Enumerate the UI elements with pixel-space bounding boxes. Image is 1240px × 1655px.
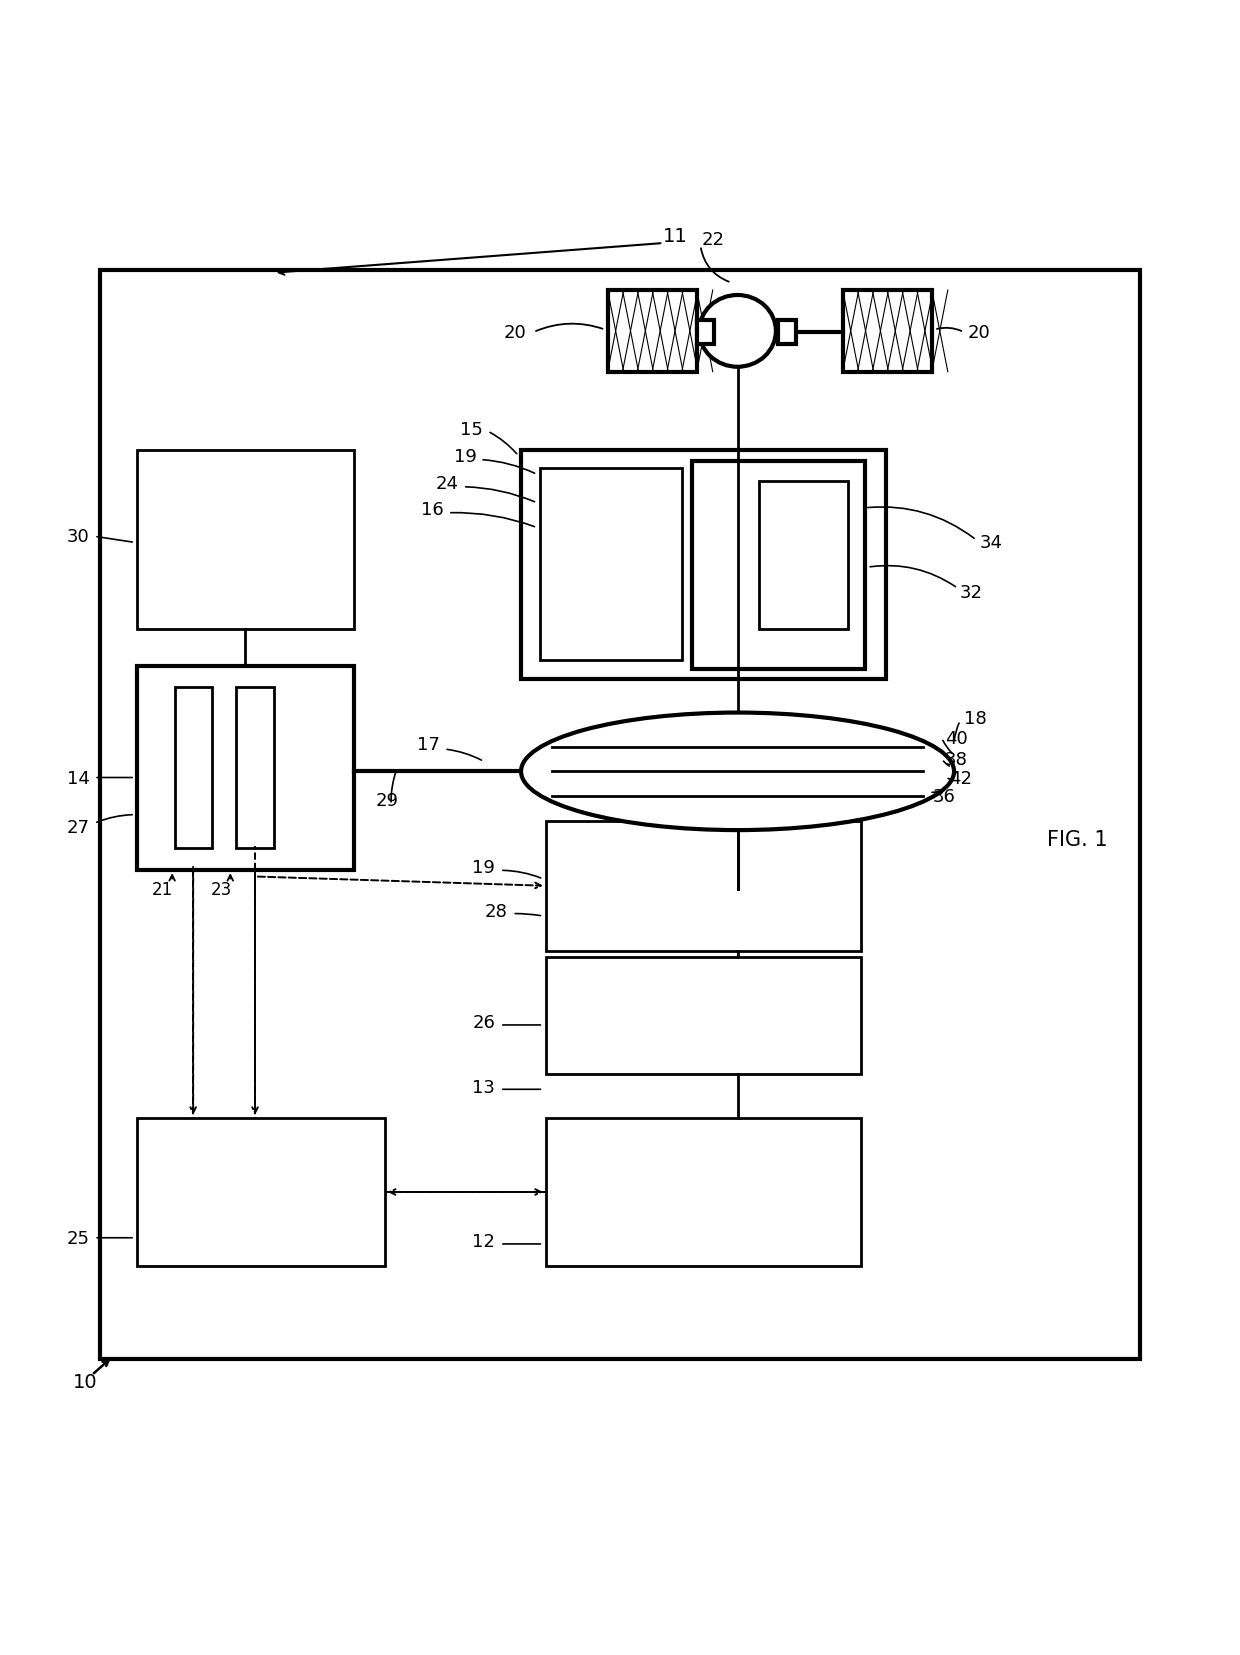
Text: 16: 16 — [420, 501, 444, 518]
Bar — [759, 482, 848, 629]
Text: 14: 14 — [67, 770, 89, 788]
Bar — [521, 450, 887, 679]
Text: 25: 25 — [67, 1230, 89, 1246]
Text: 12: 12 — [472, 1233, 495, 1251]
Text: 23: 23 — [211, 880, 232, 899]
Bar — [692, 462, 866, 669]
Bar — [138, 667, 353, 871]
Text: 42: 42 — [949, 770, 972, 788]
Bar — [843, 291, 931, 372]
Ellipse shape — [521, 713, 954, 831]
Bar — [697, 321, 714, 346]
Text: 15: 15 — [460, 420, 482, 439]
Bar — [138, 1119, 384, 1266]
Text: FIG. 1: FIG. 1 — [1048, 829, 1109, 851]
Text: 19: 19 — [454, 447, 477, 465]
Text: 13: 13 — [472, 1077, 495, 1096]
Text: 19: 19 — [472, 857, 495, 875]
Text: 26: 26 — [472, 1015, 495, 1031]
Text: 22: 22 — [702, 232, 724, 250]
Text: 36: 36 — [932, 788, 956, 806]
Text: 18: 18 — [963, 710, 987, 728]
Bar — [175, 688, 212, 849]
Text: 34: 34 — [980, 535, 1003, 553]
Text: 20: 20 — [967, 324, 991, 343]
Text: 17: 17 — [417, 736, 440, 753]
Text: 21: 21 — [151, 880, 172, 899]
Bar — [546, 821, 862, 952]
Bar — [100, 271, 1140, 1359]
Text: 38: 38 — [945, 750, 968, 768]
Bar — [546, 957, 862, 1074]
Bar — [546, 1119, 862, 1266]
Ellipse shape — [699, 296, 776, 367]
Text: 27: 27 — [67, 819, 89, 836]
Text: 30: 30 — [67, 528, 89, 546]
Bar — [779, 321, 796, 346]
Bar — [138, 450, 353, 629]
Text: 28: 28 — [485, 902, 507, 920]
Text: 11: 11 — [663, 227, 688, 247]
Text: 32: 32 — [960, 584, 983, 601]
Text: 24: 24 — [435, 475, 459, 493]
Text: 10: 10 — [73, 1372, 98, 1390]
Text: 40: 40 — [945, 730, 968, 748]
Bar — [237, 688, 274, 849]
Text: 20: 20 — [503, 324, 526, 343]
Bar — [539, 468, 682, 660]
Text: 29: 29 — [376, 791, 399, 809]
Bar — [608, 291, 697, 372]
